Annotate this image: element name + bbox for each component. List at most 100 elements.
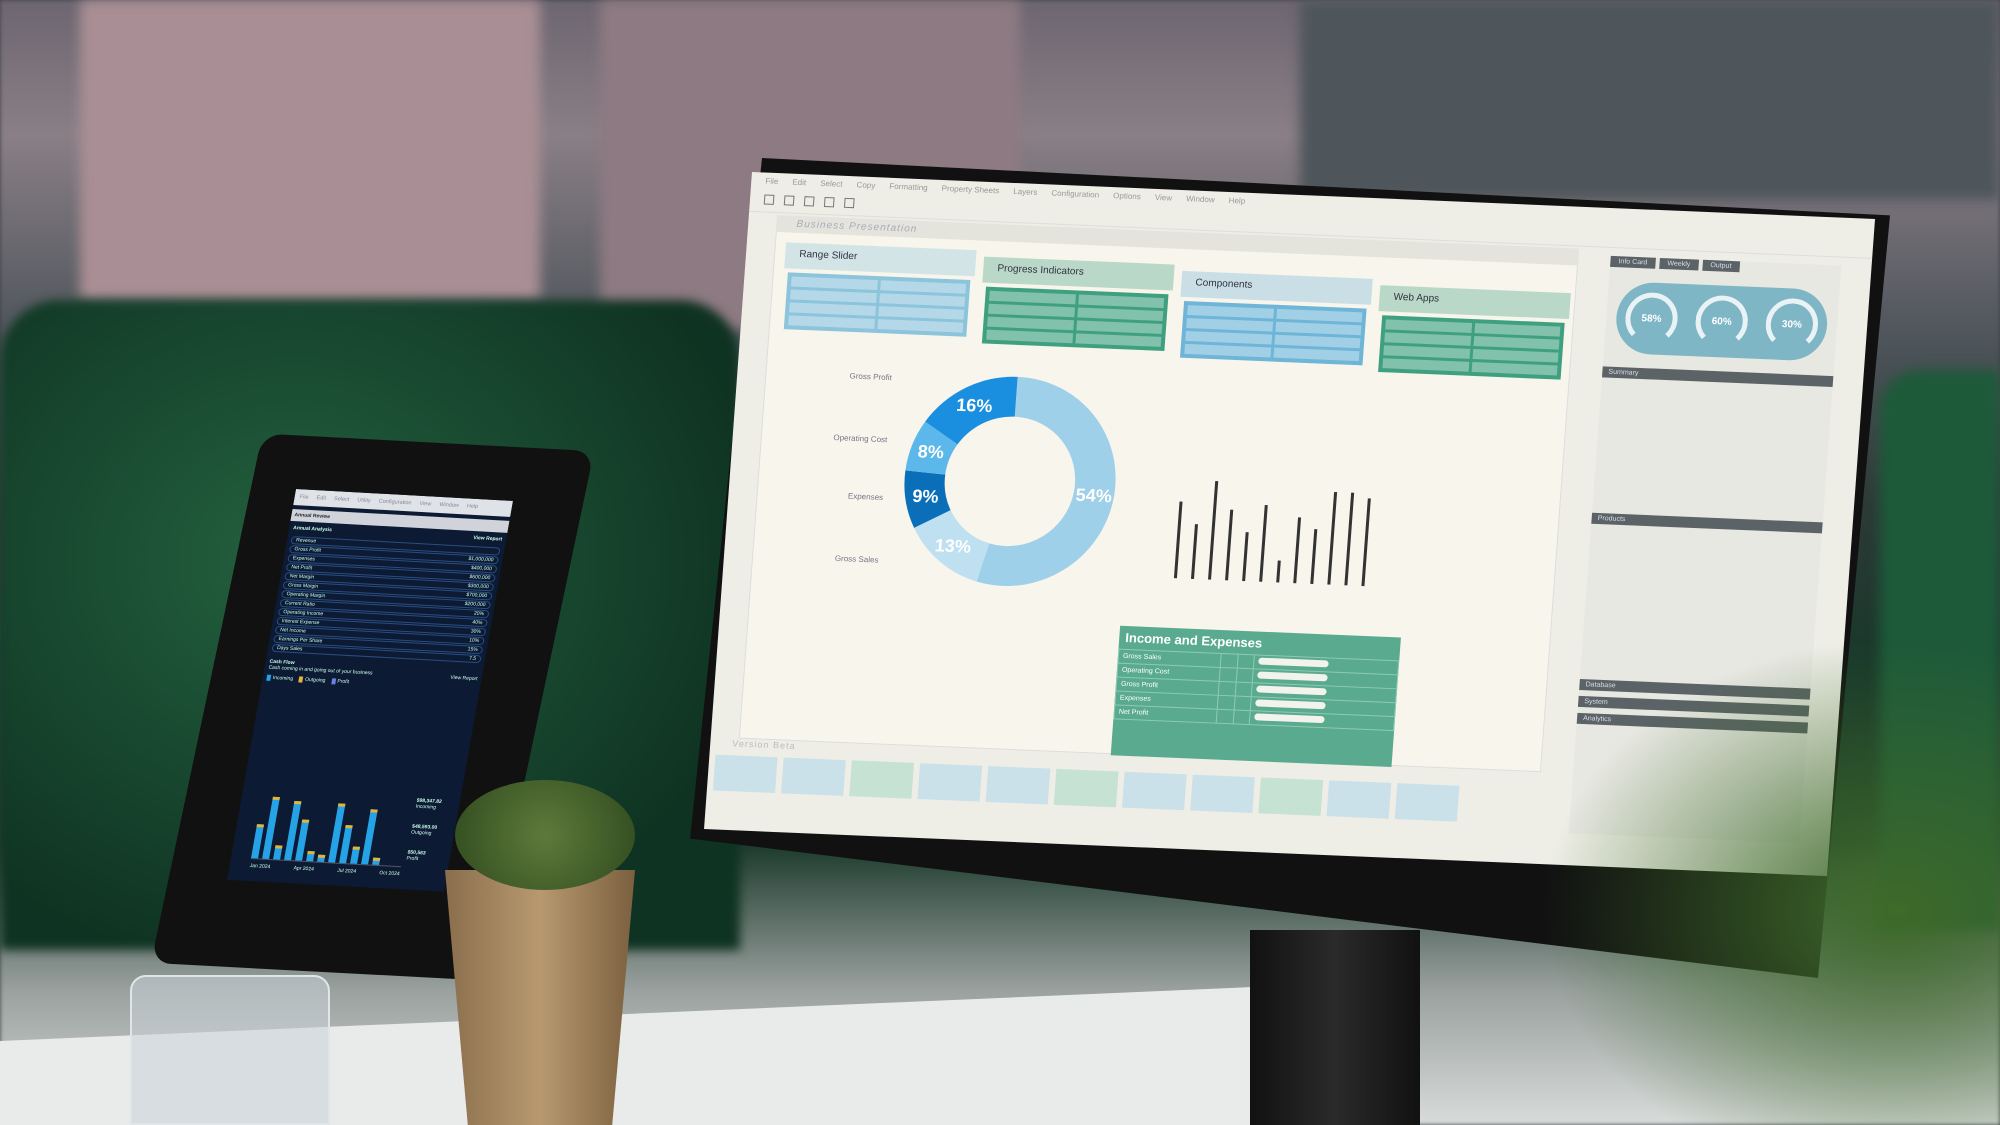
grid-cell — [1274, 321, 1362, 336]
tool-icon[interactable] — [763, 194, 775, 205]
cell — [1218, 681, 1236, 696]
cash-bar — [372, 857, 381, 866]
tool-icon[interactable] — [843, 197, 855, 209]
cell — [1217, 695, 1235, 710]
grid-cell — [789, 302, 876, 316]
metric-value: 40% — [471, 619, 483, 627]
menu-item[interactable]: Options — [1112, 191, 1142, 202]
grid-cell — [987, 316, 1074, 331]
progress-bar — [1257, 671, 1328, 682]
metric-label: Interest Expense — [281, 618, 320, 627]
grid-cell — [1186, 318, 1273, 332]
progress-bar — [1256, 685, 1327, 696]
grid-cell — [1185, 330, 1272, 345]
grid-cell — [1184, 343, 1271, 358]
total-label: Profit — [405, 855, 419, 863]
donut-label: Gross Profit — [849, 371, 893, 382]
bar — [1310, 529, 1318, 584]
cell — [1219, 667, 1237, 683]
menu-item[interactable]: Edit — [792, 177, 807, 188]
building — [80, 0, 540, 300]
tool-icon[interactable] — [783, 195, 795, 206]
bar — [1293, 517, 1302, 584]
grid-cell — [1077, 294, 1165, 309]
menu-item[interactable]: Copy — [856, 180, 876, 191]
metric-label: Days Sales — [276, 645, 303, 653]
menu-item[interactable]: Window — [1185, 194, 1216, 205]
metric-label: Current Ratio — [284, 600, 316, 608]
card-grid — [1179, 300, 1367, 366]
menu-item[interactable]: File — [765, 176, 779, 187]
bar — [1173, 501, 1183, 579]
cell — [1220, 653, 1238, 669]
income-expenses-table: Income and Expenses Gross Sales Operating… — [1110, 625, 1401, 767]
paperclip-jar — [130, 975, 330, 1125]
menu-item[interactable]: Select — [333, 496, 350, 503]
menu-item[interactable]: Utility — [356, 497, 372, 505]
menu-item[interactable]: File — [299, 494, 309, 501]
menu-item[interactable]: Property Sheets — [941, 183, 1000, 196]
grid-cell — [1384, 332, 1471, 346]
bar — [1242, 531, 1249, 582]
legend-item: Profit — [330, 678, 350, 686]
menu-item[interactable]: View — [1154, 192, 1173, 203]
grid-cell — [1383, 345, 1470, 359]
menu-item[interactable]: Help — [466, 503, 479, 511]
menu-item[interactable]: Configuration — [1051, 188, 1100, 200]
legend-item: Outgoing — [298, 676, 326, 684]
cash-bar — [350, 846, 361, 864]
donut-value: 13% — [934, 535, 972, 556]
menu-item[interactable]: Layers — [1012, 186, 1038, 197]
progress-bar — [1258, 657, 1329, 668]
grid-cell — [1471, 361, 1558, 376]
grid-cell — [1382, 358, 1469, 372]
donut-label: Expenses — [848, 492, 884, 502]
menu-item[interactable]: Configuration — [378, 498, 412, 507]
bar — [1344, 492, 1355, 586]
cash-bar — [273, 845, 283, 860]
card-grid — [1378, 315, 1565, 380]
building — [1300, 0, 2000, 200]
menu-item[interactable]: Window — [438, 501, 460, 509]
grid-cell — [989, 290, 1076, 305]
progress-bar — [1254, 713, 1325, 724]
cell — [1216, 709, 1234, 724]
metric-label: Expenses — [292, 555, 316, 563]
monitor-stand — [1250, 930, 1420, 1125]
metric-label: Gross Margin — [287, 582, 319, 590]
bar-chart — [1173, 469, 1443, 589]
bar — [1190, 524, 1198, 579]
menu-item[interactable]: Help — [1228, 195, 1246, 206]
grid-cell — [1275, 308, 1363, 323]
analysis-title: Annual Analysis — [292, 525, 333, 534]
tab-output[interactable]: Output — [1701, 259, 1740, 273]
grid-cell — [1076, 307, 1164, 322]
progress-bar — [1255, 699, 1326, 710]
menu-item[interactable]: Formatting — [889, 181, 929, 193]
row-label: Net Profit — [1113, 704, 1218, 724]
total: $50,563 Profit — [406, 850, 448, 864]
total-label: Incoming — [415, 803, 437, 811]
side-tabs: Info Card Weekly Output — [1610, 255, 1841, 277]
card-grid — [783, 272, 971, 337]
tab-info-card[interactable]: Info Card — [1610, 255, 1656, 269]
cell — [1232, 709, 1251, 725]
metric-label: Revenue — [295, 537, 317, 545]
view-report-link[interactable]: View Report — [472, 535, 503, 543]
menu-item[interactable]: View — [418, 500, 432, 508]
card-title: Progress Indicators — [982, 256, 1175, 291]
cell — [1233, 695, 1252, 711]
presentation-canvas: Range Slider Progress Indicators Component… — [738, 220, 1579, 773]
donut-segment — [905, 421, 958, 475]
gauge: 60% — [1693, 294, 1750, 349]
menu-item[interactable]: Select — [819, 178, 843, 189]
tool-icon[interactable] — [823, 197, 835, 208]
tab-weekly[interactable]: Weekly — [1658, 257, 1699, 271]
card-title: Components — [1180, 270, 1373, 305]
metric-value — [494, 548, 495, 554]
tool-icon[interactable] — [803, 196, 815, 207]
succulent-plant — [455, 780, 635, 890]
grid-cell — [877, 306, 965, 320]
menu-item[interactable]: Edit — [315, 495, 327, 502]
card-2: Components — [1174, 270, 1373, 388]
